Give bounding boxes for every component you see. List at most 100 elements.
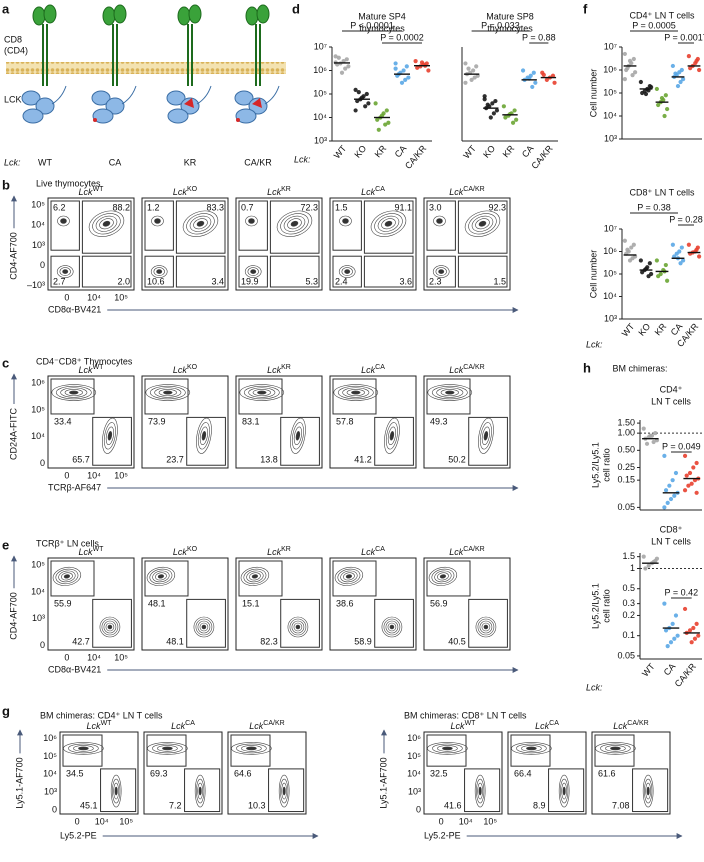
contour <box>381 616 403 638</box>
panel-letter: a <box>2 1 10 16</box>
membrane <box>6 62 286 74</box>
contour <box>63 574 70 579</box>
contour <box>387 426 397 445</box>
contour <box>605 745 626 752</box>
gate <box>81 255 132 288</box>
data-point <box>491 111 496 116</box>
data-point <box>629 245 634 250</box>
contour <box>437 745 458 752</box>
data-point <box>667 483 672 488</box>
data-point <box>686 54 691 59</box>
gene-name: Lck <box>449 547 464 557</box>
genotype-label: Lck: <box>586 339 603 349</box>
allele: CA <box>549 720 559 727</box>
y-tick-label: 10⁴ <box>43 769 57 779</box>
y-tick-label: 0 <box>40 260 45 270</box>
row-title: CD4⁻CD8⁺ Thymocytes <box>36 356 133 366</box>
gate <box>81 200 132 254</box>
category-label: WT <box>461 143 478 161</box>
flow-plot <box>141 557 229 651</box>
data-point <box>677 70 682 75</box>
gate <box>426 560 471 597</box>
data-point <box>648 433 653 438</box>
category-label: CA/KR <box>529 143 555 171</box>
y-tick-label: 10⁴ <box>603 291 617 301</box>
y-tick-label: 10⁵ <box>603 87 617 97</box>
contour <box>95 215 118 232</box>
contour <box>68 743 99 754</box>
contour <box>244 265 262 278</box>
contour <box>105 622 115 632</box>
axis-title: TCRβ-AF647 <box>48 482 101 492</box>
allele: WT <box>93 546 105 553</box>
lck-domain <box>35 97 55 115</box>
contour <box>154 218 161 224</box>
data-point <box>668 640 674 645</box>
panel-letter: d <box>292 1 300 16</box>
row-title: BM chimeras: CD8⁺ LN T cells <box>404 710 527 720</box>
contour <box>370 210 407 237</box>
contour <box>145 384 191 401</box>
gate-value: 8.9 <box>533 800 546 810</box>
contour <box>55 385 92 400</box>
genotype-label: LckWT <box>451 720 477 731</box>
data-point <box>625 66 630 71</box>
contour <box>478 220 487 227</box>
gate-value: 61.6 <box>598 769 616 779</box>
panel-letter: b <box>2 177 10 192</box>
x-tick-label: 10⁵ <box>119 816 133 826</box>
contour <box>432 743 463 754</box>
contour <box>428 566 458 586</box>
gate <box>457 200 508 254</box>
plot-title: Mature SP8 <box>486 11 534 21</box>
lck-domain <box>91 90 111 106</box>
data-point <box>494 108 500 113</box>
data-point <box>474 64 479 69</box>
contour <box>282 786 286 796</box>
contour <box>290 417 306 454</box>
contour <box>433 215 446 227</box>
genotype-label: Lck: <box>586 682 603 692</box>
data-point <box>375 117 380 122</box>
contour <box>438 269 445 274</box>
contour <box>57 215 70 227</box>
axis-title: CD24A-FITC <box>8 408 18 461</box>
gate-value: 7.08 <box>612 800 630 810</box>
genotype-label: LckWT <box>87 720 113 731</box>
contour <box>334 566 364 586</box>
data-point <box>670 63 675 69</box>
contour <box>431 568 455 585</box>
data-point <box>672 254 677 259</box>
plot-title: thymocytes <box>487 23 533 33</box>
genotype-label: LckCA <box>361 186 385 197</box>
y-tick-label: 0.05 <box>617 502 635 512</box>
contour <box>154 387 182 398</box>
data-point <box>482 97 487 102</box>
data-point <box>675 633 680 638</box>
contour <box>99 616 121 638</box>
data-point <box>689 481 694 486</box>
category-label: CA <box>393 143 409 159</box>
genotype-label: LckKR <box>267 364 291 375</box>
contour <box>383 618 401 636</box>
data-point <box>514 117 519 122</box>
receptor-head <box>245 6 259 26</box>
contour <box>374 213 403 235</box>
data-point <box>627 58 633 63</box>
receptor-label: CD8 <box>4 34 22 44</box>
genotype-label: LckWT <box>79 364 105 375</box>
x-tick-label: 10⁴ <box>95 816 109 826</box>
contour <box>293 622 303 632</box>
contour <box>337 568 361 585</box>
data-point <box>684 473 689 478</box>
allele: KO <box>187 546 198 553</box>
y-tick-label: 0.1 <box>622 630 635 640</box>
allele: CA/KR <box>263 720 284 727</box>
gate-value: 69.3 <box>150 769 168 779</box>
y-tick-label: –10³ <box>27 280 45 290</box>
ca-mutation <box>236 118 240 122</box>
flow-plot <box>591 731 671 815</box>
gate-value: 41.6 <box>444 800 462 810</box>
p-value: P = 0.049 <box>662 441 701 451</box>
gate <box>50 200 80 251</box>
